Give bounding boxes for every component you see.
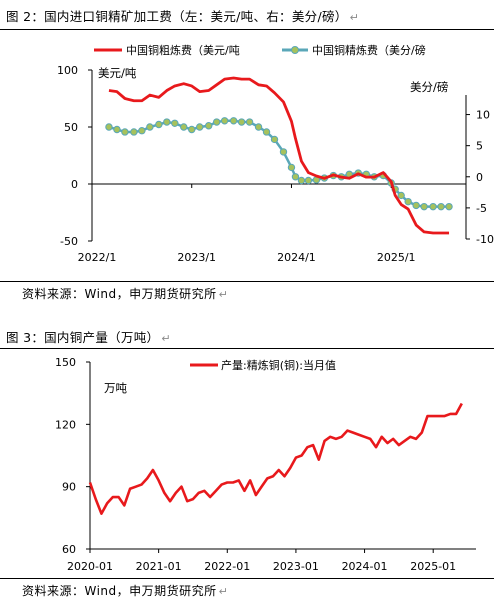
data-point-refining [420,202,428,211]
data-point-refining [437,202,445,211]
data-point-refining [254,123,263,131]
figure-2-source-text: 资料来源：Wind，申万期货研究所 [22,287,217,301]
data-point-refining [180,123,188,131]
data-point-refining [429,202,437,211]
figure-3-caption: 图 3：国内铜产量（万吨） ↵ [6,327,171,346]
series-line-output [88,402,463,515]
y-tick-label: 60 [62,543,76,556]
data-point-refining [279,148,288,156]
y-right-unit-label: 美分/磅 [410,80,448,94]
return-mark-icon: ↵ [218,288,229,301]
figure-2-caption-text: 图 2：国内进口铜精矿加工费（左：美元/吨、右：美分/磅） [6,9,348,24]
legend-marker [291,46,299,54]
x-tick-label: 2024-01 [342,560,388,573]
data-point-refining [220,117,229,125]
figure-3-top-rule [0,348,494,349]
chart-2: 150 120 90 60 2020-01 2021-01 2022-01 2023-01 20… [55,356,476,573]
return-mark-icon: ↵ [218,585,229,598]
data-point-refining [412,201,420,210]
data-point-refining [196,123,204,131]
legend-label: 中国铜精炼费（美分/磅 [312,43,426,57]
figure-2-caption: 图 2：国内进口铜精矿加工费（左：美元/吨、右：美分/磅） ↵ [6,6,359,25]
data-point-refining [204,122,213,130]
y-left-tick-label: 0 [71,178,78,191]
data-point-refining [155,120,163,129]
series-line-smelting [108,76,450,235]
data-point-refining [287,163,296,172]
data-point-refining [188,125,196,134]
data-point-refining [171,119,179,127]
data-point-refining [105,123,113,131]
y-left-unit-label: 美元/吨 [98,66,137,80]
x-tick-label: 2025-01 [410,560,456,573]
data-point-refining [262,128,271,136]
legend-label: 中国铜粗炼费（美元/吨 [126,43,240,57]
data-point-refining [270,135,279,144]
data-point-refining [304,176,313,185]
x-tick-label: 2024/1 [277,251,316,264]
x-tick-label: 2020-01 [67,560,113,573]
y-right-tick-label: 5 [476,140,483,153]
x-tick-label: 2023-01 [273,560,319,573]
figure-2-source: 资料来源：Wind，申万期货研究所 ↵ [22,285,228,302]
data-point-refining [130,128,138,136]
data-point-refining [237,118,246,126]
data-point-refining [163,118,171,126]
figure-3-caption-text: 图 3：国内铜产量（万吨） [6,330,160,345]
y-right-tick-label: -5 [476,202,487,215]
y-tick-label: 150 [55,356,76,369]
y-tick-label: 120 [55,418,76,431]
y-right-tick-label: 10 [476,109,490,122]
x-tick-label: 2023/1 [177,251,216,264]
y-left-tick-label: 50 [64,121,78,134]
data-point-refining [146,123,154,131]
x-tick-label: 2022/1 [78,251,117,264]
x-tick-label: 2021-01 [136,560,182,573]
y-tick-label: 90 [62,481,76,494]
return-mark-icon: ↵ [161,332,171,345]
y-left-tick-label: 100 [57,64,78,77]
y-unit-label: 万吨 [104,381,127,395]
data-point-refining [297,176,306,185]
data-point-refining [397,191,405,200]
figure-3-source: 资料来源：Wind，申万期货研究所 ↵ [22,582,228,599]
data-point-refining [445,202,453,211]
figure-3-source-text: 资料来源：Wind，申万期货研究所 [22,584,217,598]
data-point-refining [229,117,238,125]
figure-2-bottom-rule [0,281,494,282]
return-mark-icon: ↵ [349,11,360,24]
figure-2-top-rule [0,29,494,30]
x-tick-label: 2022-01 [204,560,250,573]
y-right-tick-label: -10 [476,233,494,246]
data-point-refining [138,127,146,135]
data-point-refining [113,125,121,134]
y-right-tick-label: 0 [476,171,483,184]
data-point-refining [404,197,412,206]
data-point-refining [212,118,221,126]
figure-3-bottom-rule [0,578,494,579]
x-tick-label: 2025/1 [377,251,416,264]
y-left-tick-label: -50 [60,235,78,248]
data-point-refining [121,128,129,136]
data-point-refining [291,173,300,181]
data-point-refining [245,118,254,126]
legend-label: 产量:精炼铜(铜):当月值 [221,358,336,372]
